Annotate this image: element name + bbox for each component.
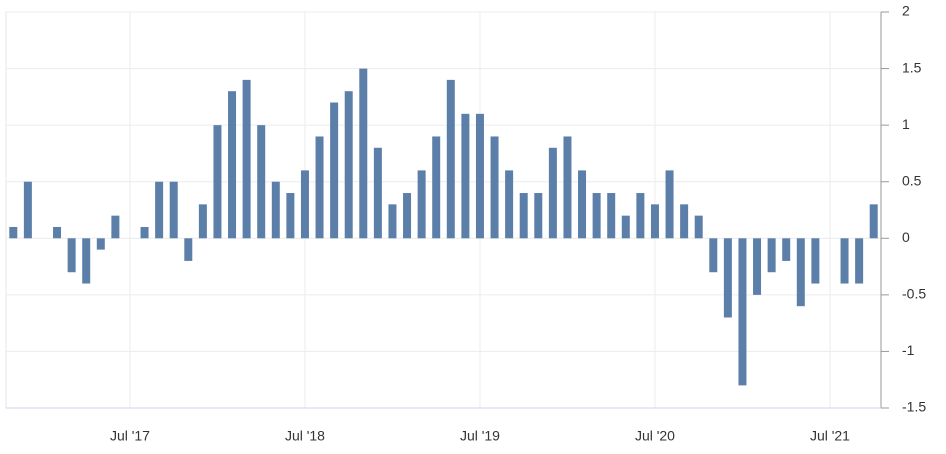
bar [709,238,718,273]
y-tick-label: 0.5 [902,172,922,188]
bar [607,193,616,239]
bar [228,91,237,239]
bar [169,181,178,239]
bar [344,91,353,239]
bar [82,238,91,284]
bar [286,193,295,239]
bar [388,204,397,239]
x-tick-label: Jul '18 [285,428,325,444]
bar [680,204,689,239]
bar [738,238,747,386]
bar [432,136,441,239]
y-tick-label: -0.5 [902,286,926,302]
y-tick-label: 0 [902,229,910,245]
y-tick-label: 2 [902,3,910,19]
bar [198,204,207,239]
bar [490,136,499,239]
bar [723,238,732,318]
bar [155,181,164,239]
bar [578,170,587,239]
x-tick-label: Jul '21 [810,428,850,444]
x-tick-label: Jul '20 [635,428,675,444]
bar [67,238,76,273]
bar [23,181,32,239]
bar [505,170,514,239]
bar [417,170,426,239]
bar [330,102,339,239]
bar [592,193,601,239]
bar [621,215,630,239]
y-tick-label: -1 [902,342,915,358]
bar [534,193,543,239]
bar [636,193,645,239]
bar [359,68,368,239]
bar [111,215,120,239]
bar [855,238,864,284]
plot-frame [5,11,882,409]
y-tick-label: 1 [902,116,910,132]
bar [271,181,280,239]
bar [811,238,820,284]
bar [213,125,222,239]
bar [475,113,484,239]
bar [184,238,193,261]
y-tick-label: 1.5 [902,59,922,75]
bar [548,147,557,239]
bar [665,170,674,239]
bar [519,193,528,239]
bar [840,238,849,284]
bar [300,170,309,239]
bar [96,238,105,250]
x-tick-label: Jul '19 [460,428,500,444]
x-tick-label: Jul '17 [110,428,150,444]
bar [650,204,659,239]
bar [140,226,149,239]
bar [403,193,412,239]
bar [869,204,878,239]
bar [782,238,791,261]
bar [53,226,62,239]
bar [563,136,572,239]
bar [257,125,266,239]
bar [242,79,251,239]
y-tick-label: -1.5 [902,399,926,415]
bar [753,238,762,295]
bar [446,79,455,239]
bar [796,238,805,307]
bar [373,147,382,239]
bar [461,113,470,239]
bar [767,238,776,273]
bar [9,226,18,239]
bar [315,136,324,239]
bar [694,215,703,239]
